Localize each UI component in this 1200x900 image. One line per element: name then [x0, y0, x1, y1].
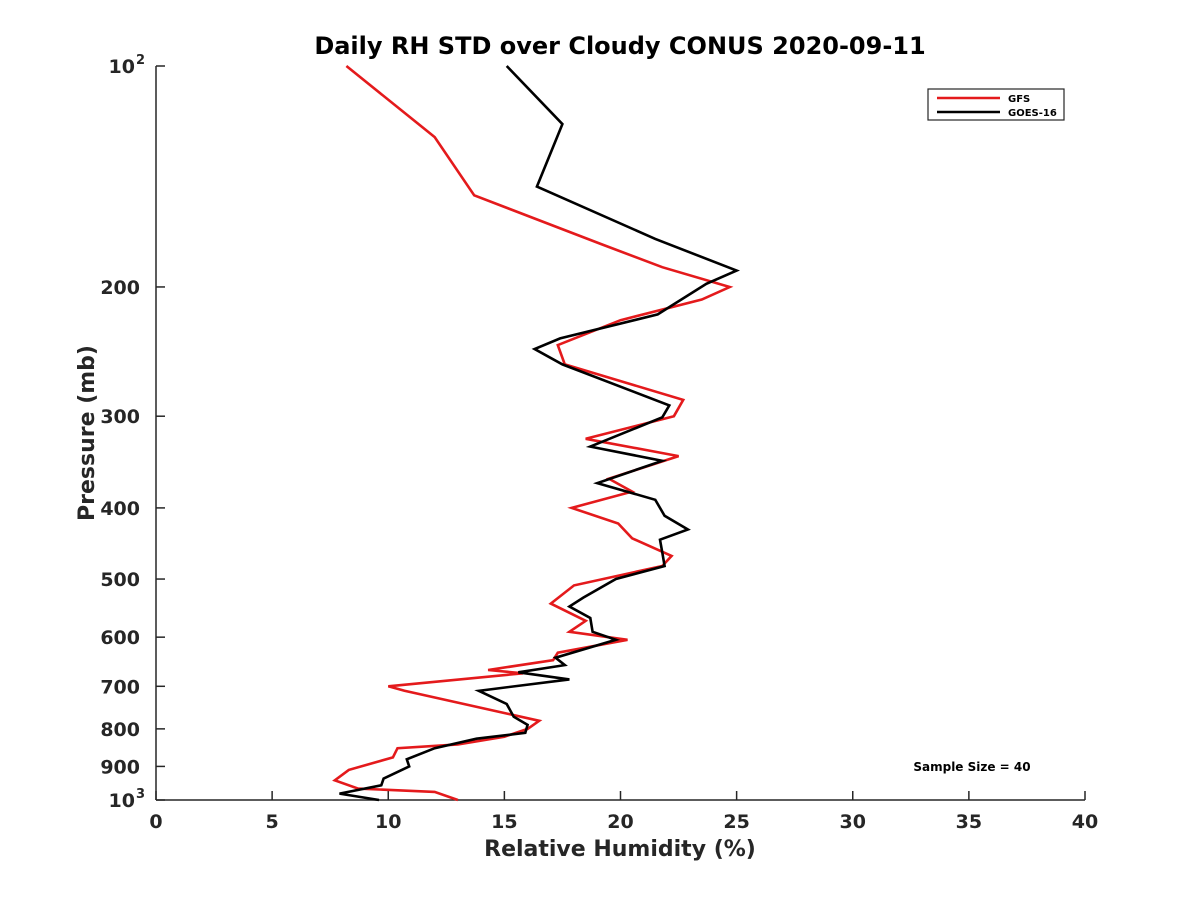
- x-tick-label: 25: [723, 811, 749, 833]
- y-tick-exponent: 2: [136, 53, 145, 68]
- y-tick-label: 500: [100, 569, 140, 591]
- x-tick-label: 40: [1072, 811, 1098, 833]
- y-tick-label: 800: [100, 719, 140, 741]
- y-axis-label: Pressure (mb): [75, 345, 100, 521]
- legend-box: [927, 88, 1065, 121]
- chart-title: Daily RH STD over Cloudy CONUS 2020-09-1…: [314, 32, 925, 60]
- legend-label: GOES-16: [1008, 108, 1057, 119]
- series-line-goes-16: [339, 65, 741, 802]
- y-tick-label: 10: [109, 56, 135, 78]
- legend-label: GFS: [1008, 94, 1030, 105]
- x-tick-label: 0: [149, 811, 162, 833]
- x-tick-label: 35: [956, 811, 982, 833]
- series-line-gfs: [332, 64, 734, 802]
- x-tick-label: 10: [375, 811, 401, 833]
- sample-size-annotation: Sample Size = 40: [913, 760, 1030, 774]
- y-tick-label: 900: [100, 756, 140, 778]
- y-tick-label: 300: [100, 406, 140, 428]
- y-tick-label: 10: [109, 790, 135, 812]
- y-tick-exponent: 3: [136, 787, 145, 802]
- x-tick-label: 30: [840, 811, 866, 833]
- x-axis-label: Relative Humidity (%): [484, 837, 756, 862]
- x-axis-ticks: 0 5 10 15 20 25 30 35 40: [149, 791, 1098, 833]
- series-layer: [332, 64, 741, 802]
- y-tick-label: 600: [100, 627, 140, 649]
- y-tick-label: 400: [100, 498, 140, 520]
- y-tick-label: 200: [100, 277, 140, 299]
- x-tick-label: 20: [607, 811, 633, 833]
- legend: GFS GOES-16: [927, 88, 1065, 121]
- x-tick-label: 5: [266, 811, 279, 833]
- x-tick-label: 15: [491, 811, 517, 833]
- y-tick-label: 700: [100, 676, 140, 698]
